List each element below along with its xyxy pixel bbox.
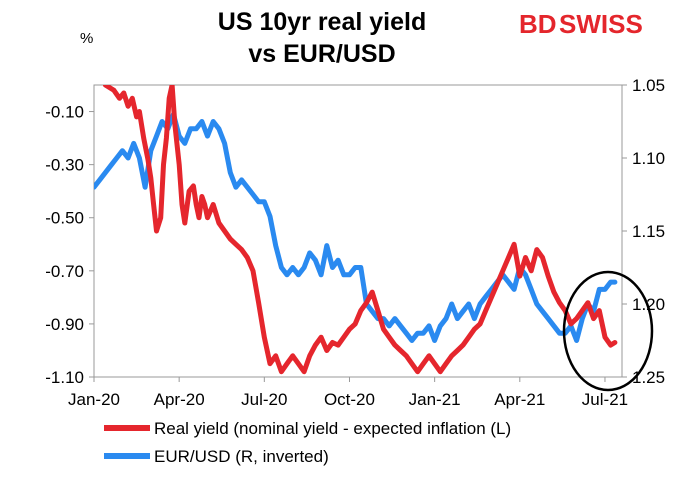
left-tick-label: -0.30 xyxy=(45,156,84,175)
left-tick-label: -0.90 xyxy=(45,315,84,334)
series-line-real-yield xyxy=(102,85,618,375)
right-tick-label: 1.10 xyxy=(632,149,665,168)
left-tick-label: -0.70 xyxy=(45,262,84,281)
x-tick-label: Oct-20 xyxy=(324,390,375,409)
left-tick-label: -1.10 xyxy=(45,368,84,387)
logo-text-bd: BD xyxy=(519,9,557,39)
chart-title-line1: US 10yr real yield xyxy=(218,8,426,36)
legend: Real yield (nominal yield - expected inf… xyxy=(104,419,511,466)
highlight-ellipse xyxy=(562,270,654,392)
left-axis-unit: % xyxy=(80,30,93,47)
x-tick-label: Jul-21 xyxy=(582,390,628,409)
legend-label-real-yield: Real yield (nominal yield - expected inf… xyxy=(154,419,511,438)
series-line-eurusd xyxy=(94,111,618,343)
x-tick-label: Jan-21 xyxy=(409,390,461,409)
x-tick-label: Apr-21 xyxy=(494,390,545,409)
left-tick-label: -0.50 xyxy=(45,209,84,228)
right-axis: 1.051.101.151.201.25 xyxy=(622,76,665,387)
left-tick-label: -0.10 xyxy=(45,103,84,122)
right-tick-label: 1.05 xyxy=(632,76,665,95)
logo-text-swiss: SWISS xyxy=(559,9,643,39)
chart-title-line2: vs EUR/USD xyxy=(248,40,395,68)
x-axis: Jan-20 Apr-20 Jul-20 Oct-20 Jan-21 Apr-21 Jul-… xyxy=(68,377,628,409)
legend-label-eurusd: EUR/USD (R, inverted) xyxy=(154,447,329,466)
x-tick-label: Apr-20 xyxy=(154,390,205,409)
x-tick-label: Jan-20 xyxy=(68,390,120,409)
right-tick-label: 1.15 xyxy=(632,222,665,241)
left-axis: -0.10 -0.30 -0.50 -0.70 -0.90 -1.10 xyxy=(45,103,94,387)
right-tick-label: 1.25 xyxy=(632,368,665,387)
x-tick-label: Jul-20 xyxy=(241,390,287,409)
bdswiss-logo: BD SWISS xyxy=(519,9,643,39)
